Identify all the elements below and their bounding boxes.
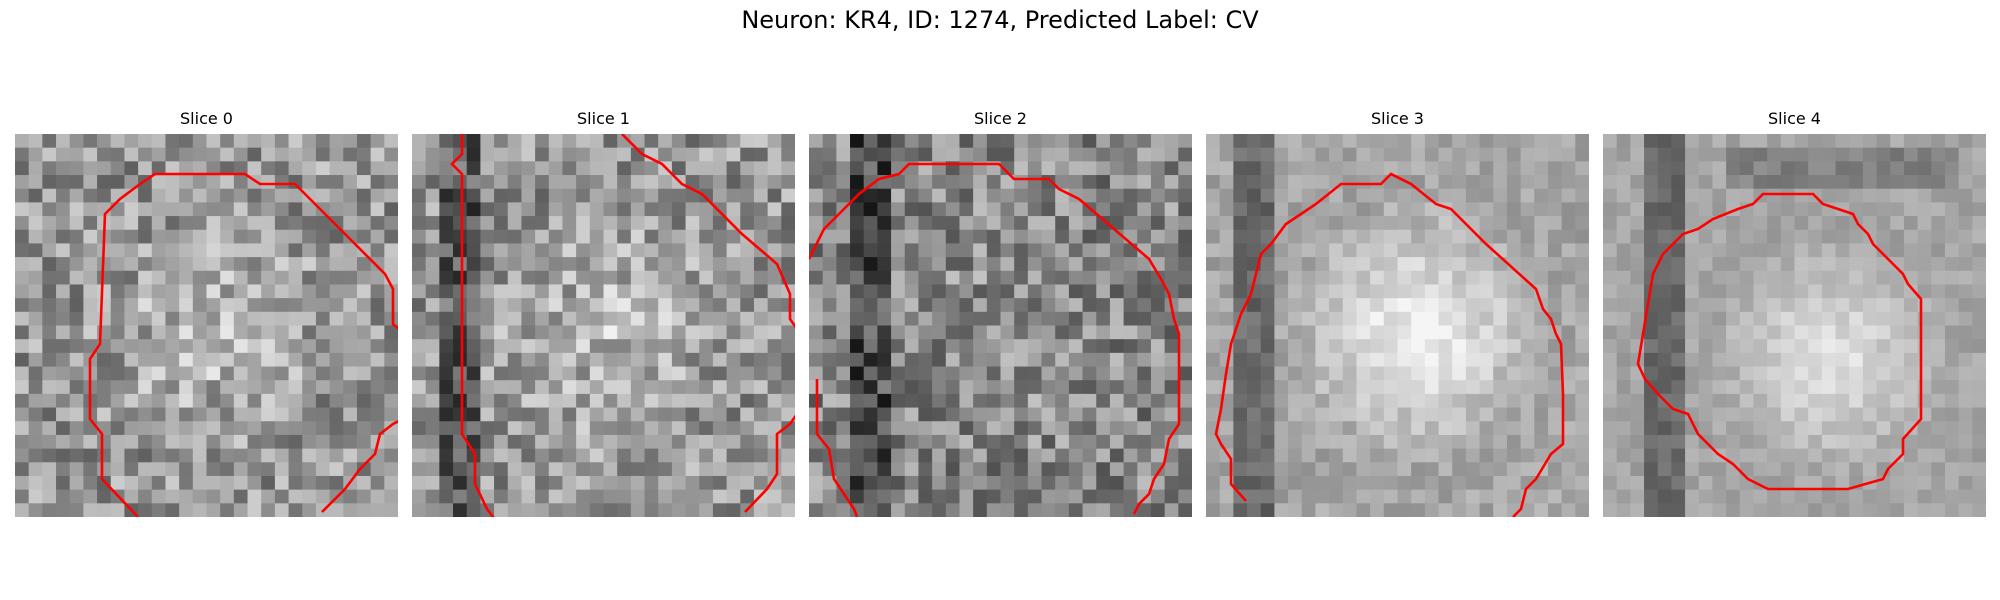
- slice-panel-0: Slice 0: [15, 106, 398, 517]
- slice-image-0: [15, 134, 398, 517]
- slice-panel-4: Slice 4: [1603, 106, 1986, 517]
- figure-title: Neuron: KR4, ID: 1274, Predicted Label: …: [0, 6, 2000, 34]
- slice-panel-2: Slice 2: [809, 106, 1192, 517]
- slice-title-4: Slice 4: [1603, 106, 1986, 132]
- slice-title-0: Slice 0: [15, 106, 398, 132]
- slice-panel-1: Slice 1: [412, 106, 795, 517]
- slice-image-2: [809, 134, 1192, 517]
- slice-title-1: Slice 1: [412, 106, 795, 132]
- slice-image-3: [1206, 134, 1589, 517]
- slice-title-2: Slice 2: [809, 106, 1192, 132]
- slice-panel-3: Slice 3: [1206, 106, 1589, 517]
- slice-title-3: Slice 3: [1206, 106, 1589, 132]
- slice-image-1: [412, 134, 795, 517]
- slice-image-4: [1603, 134, 1986, 517]
